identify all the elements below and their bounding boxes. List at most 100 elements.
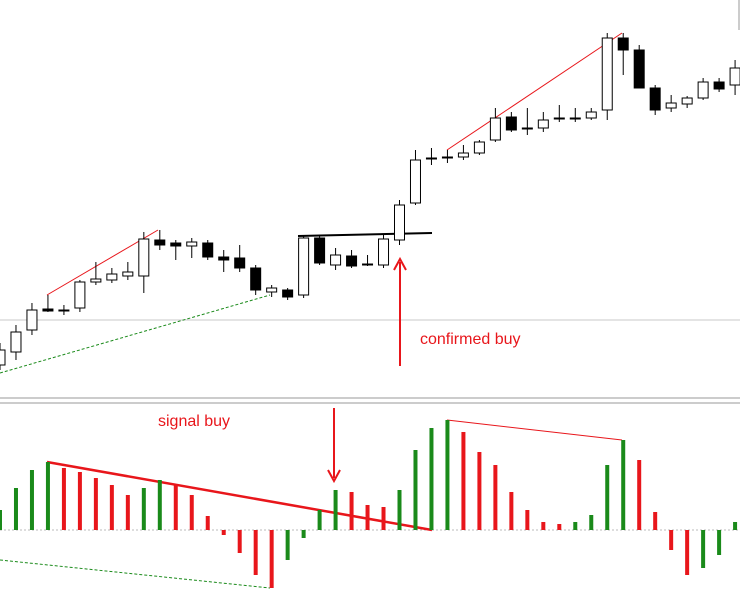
histogram-bar bbox=[525, 510, 530, 530]
histogram-bar bbox=[573, 522, 578, 530]
candle-body bbox=[553, 117, 565, 120]
trend-line bbox=[446, 32, 623, 151]
candle-body bbox=[633, 49, 645, 89]
candle-body bbox=[314, 237, 326, 264]
histogram-bar bbox=[173, 485, 178, 530]
histogram-bar bbox=[269, 530, 274, 588]
histogram-bar bbox=[13, 488, 18, 530]
trend-line bbox=[46, 460, 433, 532]
histogram-bar bbox=[333, 490, 338, 530]
histogram-bar bbox=[701, 530, 706, 568]
divergence-line bbox=[0, 294, 271, 374]
histogram-bar bbox=[461, 432, 466, 530]
candle-body bbox=[665, 102, 677, 109]
candle-body bbox=[138, 238, 150, 277]
candle-body bbox=[10, 331, 22, 353]
histogram-bar bbox=[589, 515, 594, 530]
resistance-line bbox=[297, 232, 433, 237]
histogram-bar bbox=[349, 492, 354, 530]
candle-body bbox=[537, 119, 549, 129]
candle-body bbox=[154, 239, 166, 246]
candle-body bbox=[74, 281, 86, 309]
candle-body bbox=[681, 97, 693, 105]
candle-body bbox=[298, 237, 310, 296]
histogram-bar bbox=[141, 488, 146, 530]
candle-body bbox=[90, 278, 102, 283]
histogram-bar bbox=[317, 510, 322, 530]
histogram-bar bbox=[157, 480, 162, 530]
candle-body bbox=[378, 238, 390, 266]
trend-line bbox=[446, 419, 623, 441]
candle-body bbox=[425, 157, 437, 160]
candle-body bbox=[250, 267, 262, 291]
candle-body bbox=[409, 159, 421, 204]
histogram-bar bbox=[61, 468, 66, 530]
histogram-bar bbox=[109, 485, 114, 530]
candle-body bbox=[0, 349, 6, 366]
candle-body bbox=[346, 255, 358, 267]
histogram-bar bbox=[653, 512, 658, 530]
candle-body bbox=[601, 37, 613, 111]
histogram-bar bbox=[0, 510, 2, 530]
candle-body bbox=[569, 117, 581, 120]
histogram-bar bbox=[189, 495, 194, 530]
candle-body bbox=[362, 263, 374, 266]
annotation: confirmed buy bbox=[420, 331, 521, 348]
candle-body bbox=[394, 204, 405, 241]
histogram-bar bbox=[429, 428, 434, 530]
histogram-bar bbox=[45, 462, 50, 530]
annotation: signal buy bbox=[158, 413, 230, 430]
histogram-bar bbox=[493, 465, 498, 530]
histogram-bar bbox=[637, 460, 642, 530]
candle-body bbox=[170, 242, 182, 247]
candle-body bbox=[26, 309, 38, 331]
histogram-bar bbox=[205, 516, 210, 530]
candle-body bbox=[713, 81, 725, 90]
histogram-bar bbox=[77, 472, 82, 530]
histogram-bar bbox=[445, 420, 450, 530]
histogram-bar bbox=[397, 490, 402, 530]
candle-body bbox=[617, 37, 629, 51]
histogram-bar bbox=[221, 530, 226, 535]
histogram-bar bbox=[237, 530, 242, 553]
histogram-bar bbox=[621, 440, 626, 530]
histogram-bar bbox=[669, 530, 674, 550]
candle-body bbox=[457, 152, 469, 158]
histogram-bar bbox=[557, 524, 562, 530]
divergence-line bbox=[0, 559, 271, 589]
arrow-head bbox=[393, 256, 407, 271]
candle-body bbox=[649, 87, 661, 111]
candle-body bbox=[521, 127, 533, 130]
histogram-bar bbox=[253, 530, 258, 575]
candle-body bbox=[266, 287, 278, 293]
histogram-bar bbox=[93, 478, 98, 530]
candle-body bbox=[585, 111, 597, 119]
histogram-bar bbox=[413, 450, 418, 530]
candle-body bbox=[234, 257, 246, 269]
candle-body bbox=[505, 116, 517, 131]
candle-body bbox=[697, 81, 709, 99]
candle-body bbox=[42, 308, 54, 312]
histogram-bar bbox=[381, 507, 386, 530]
histogram-bar bbox=[685, 530, 690, 575]
histogram-bar bbox=[541, 522, 546, 530]
histogram-bar bbox=[477, 452, 482, 530]
histogram-bar bbox=[285, 530, 290, 560]
candle-body bbox=[202, 242, 214, 258]
histogram-bar bbox=[29, 470, 34, 530]
histogram-bar bbox=[301, 530, 306, 538]
candle-body bbox=[729, 67, 740, 86]
candle-body bbox=[106, 273, 118, 281]
candle-body bbox=[330, 254, 342, 266]
arrow-head bbox=[327, 469, 341, 484]
candle-body bbox=[186, 241, 198, 247]
candle-body bbox=[122, 271, 134, 277]
histogram-bar bbox=[605, 465, 610, 530]
candle-body bbox=[473, 141, 485, 154]
candle-body bbox=[58, 309, 70, 312]
candle-body bbox=[282, 289, 294, 298]
histogram-bar bbox=[365, 505, 370, 530]
